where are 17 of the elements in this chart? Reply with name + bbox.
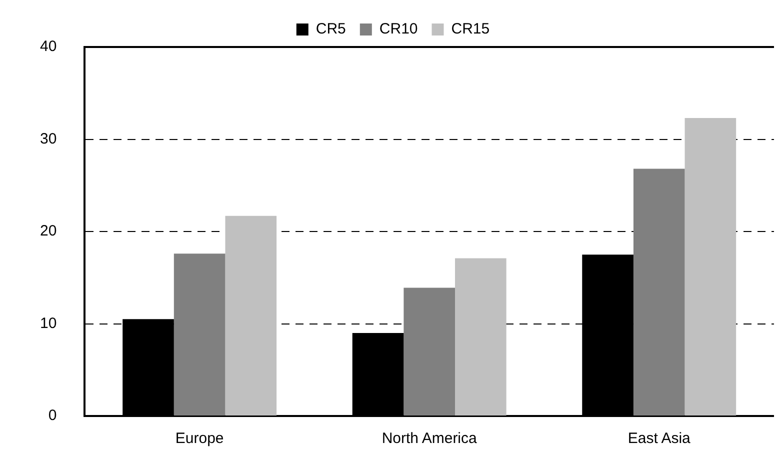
- y-tick-label: 10: [40, 314, 57, 332]
- y-tick-label: 0: [48, 407, 57, 424]
- bar: [225, 216, 277, 416]
- x-tick-label: North America: [382, 430, 478, 448]
- bar: [174, 254, 226, 416]
- legend-label: CR10: [379, 20, 418, 38]
- bar: [633, 168, 685, 416]
- bar: [684, 118, 736, 416]
- bar: [455, 258, 506, 416]
- legend-label: CR15: [451, 20, 490, 38]
- y-tick-label: 30: [40, 130, 57, 148]
- bar: [404, 288, 455, 416]
- y-tick-label: 20: [40, 222, 57, 240]
- legend-label: CR5: [316, 20, 346, 38]
- y-tick-label: 40: [40, 38, 57, 56]
- x-tick-label: Europe: [175, 430, 224, 448]
- x-tick-label: East Asia: [628, 430, 692, 448]
